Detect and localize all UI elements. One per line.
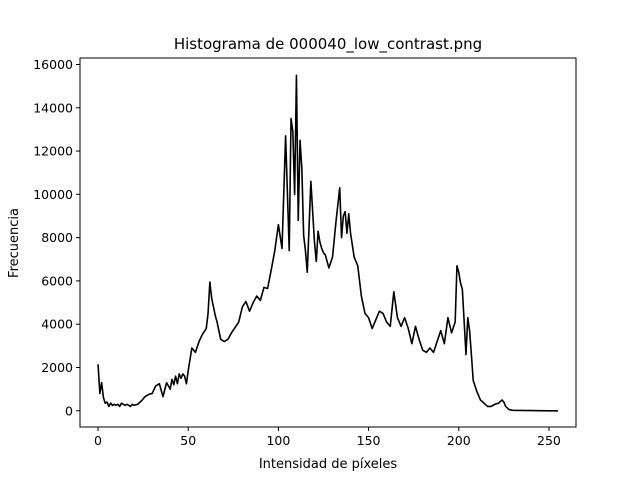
x-tick-label: 50 — [180, 433, 196, 448]
y-tick-label: 14000 — [33, 100, 73, 115]
x-tick-label: 100 — [266, 433, 290, 448]
x-axis-ticks: 0 50 100 150 200 250 — [94, 427, 561, 448]
x-tick-label: 0 — [94, 433, 102, 448]
x-tick-label: 250 — [537, 433, 561, 448]
plot-area — [79, 57, 577, 428]
y-tick-label: 12000 — [33, 144, 73, 159]
series-line-0 — [97, 74, 558, 412]
x-tick-label: 150 — [357, 433, 381, 448]
x-tick-label: 200 — [447, 433, 471, 448]
y-tick-label: 0 — [65, 403, 73, 418]
y-axis-label: Frecuencia — [7, 208, 22, 278]
y-tick-label: 8000 — [41, 230, 73, 245]
y-tick-label: 10000 — [33, 187, 73, 202]
y-axis-ticks: 0 2000 4000 6000 8000 10000 12000 14000 16000 — [33, 57, 80, 418]
series-group — [97, 74, 558, 412]
y-tick-label: 2000 — [41, 360, 73, 375]
y-tick-label: 6000 — [41, 273, 73, 288]
x-axis-label: Intensidad de píxeles — [259, 457, 398, 472]
y-tick-label: 16000 — [33, 57, 73, 72]
chart-title: Histograma de 000040_low_contrast.png — [174, 35, 482, 54]
y-tick-label: 4000 — [41, 317, 73, 332]
